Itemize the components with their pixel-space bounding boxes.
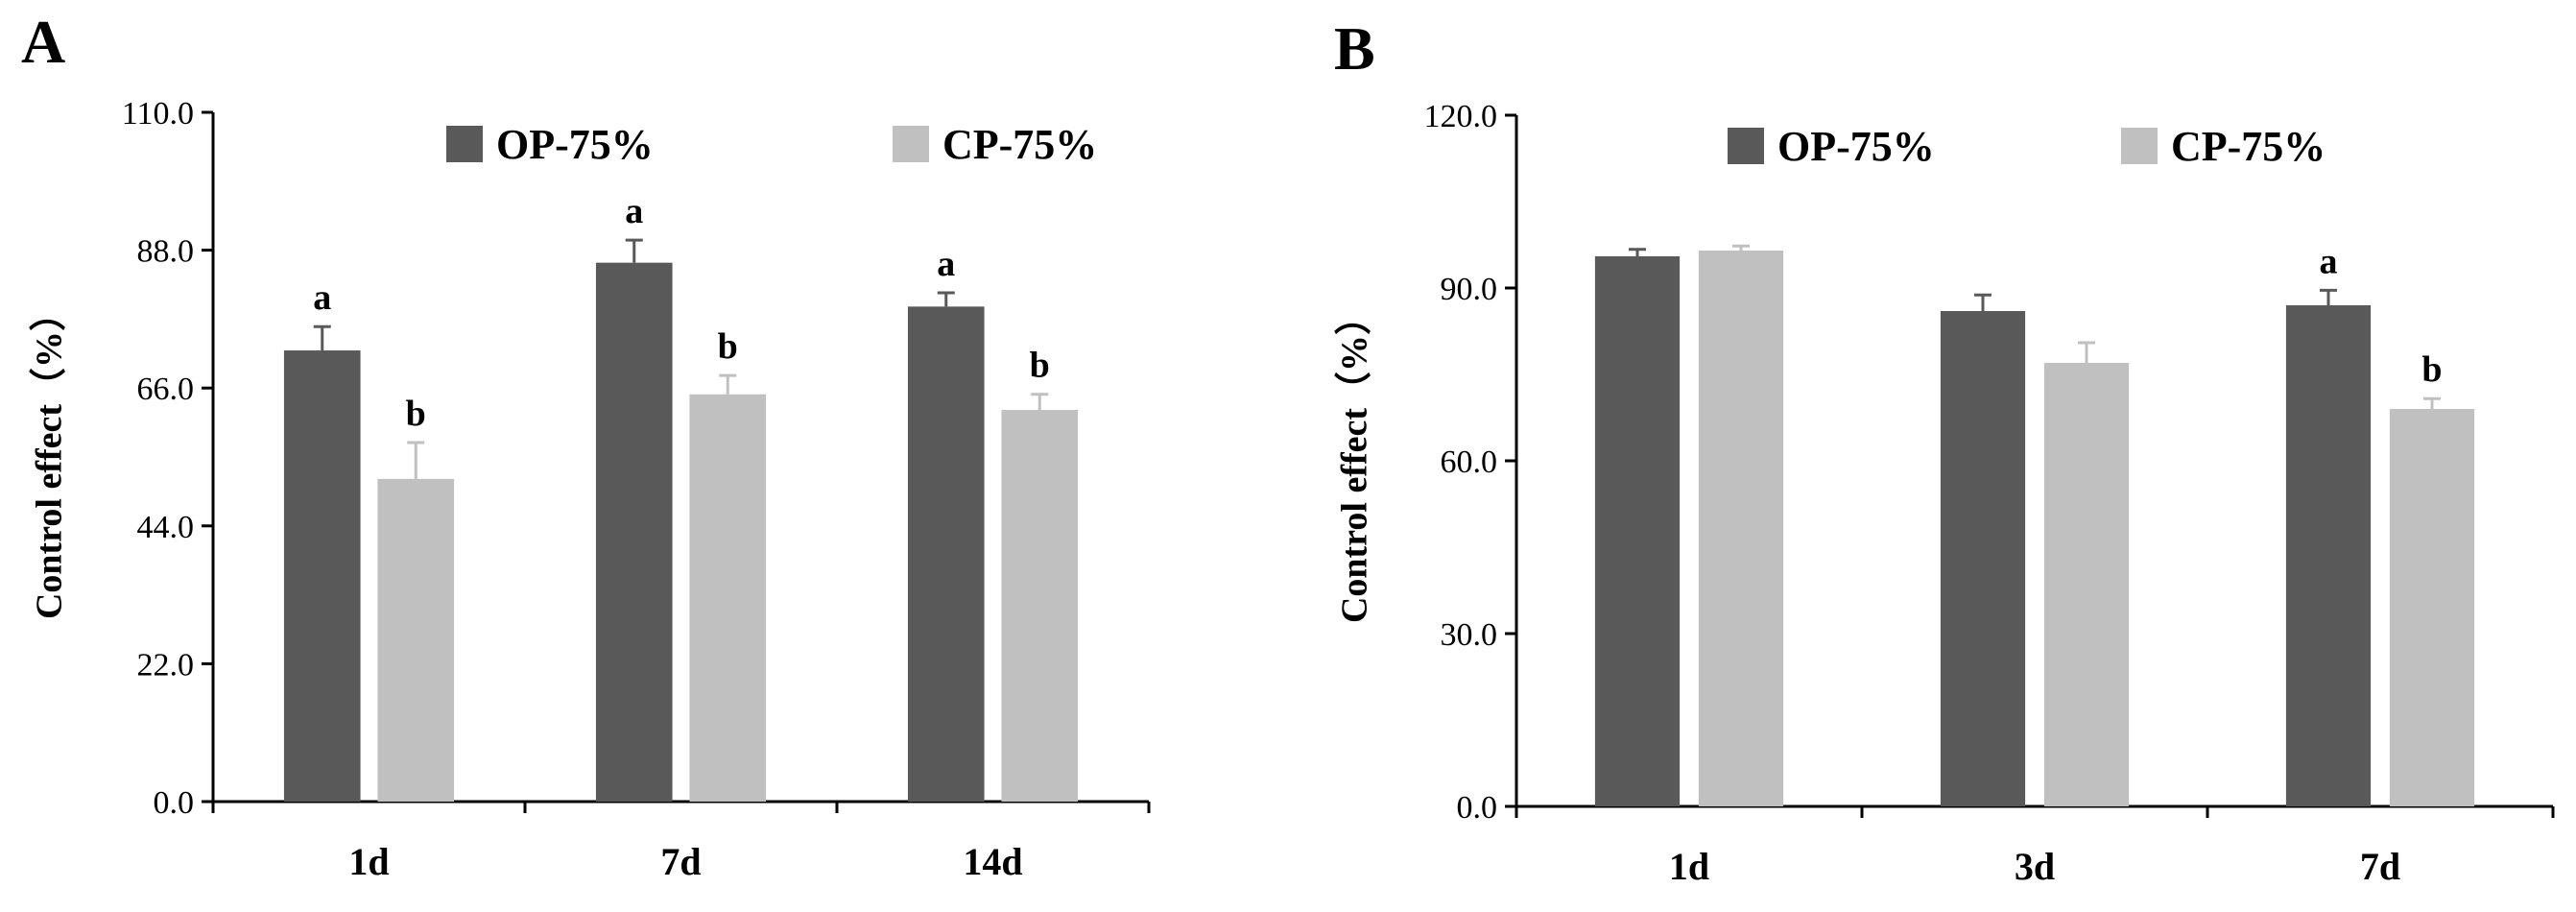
panel-letter: B: [1334, 14, 1375, 83]
bar-op-75-: [1594, 256, 1681, 806]
x-category-label: 3d: [2015, 845, 2055, 888]
y-tick-label: 22.0: [137, 647, 195, 683]
significance-label: a: [625, 191, 643, 231]
significance-label: a: [2320, 241, 2338, 281]
bar-op-75-: [283, 350, 361, 802]
y-tick-label: 88.0: [137, 234, 195, 270]
y-axis-label: Control effect（%）: [1335, 299, 1375, 623]
x-category-label: 7d: [2360, 845, 2400, 888]
bar-cp-75-: [1001, 410, 1079, 802]
significance-label: b: [2421, 349, 2442, 390]
panel-b: B 0.0 30.0 60.0 90.0 120.0 1d 3d 7d a b Control eff…: [1334, 14, 2555, 888]
panel-a: A 0.0 22.0 44.0 66.0 88.0 110.0 1d a b 7d a b 14d a b Co…: [21, 8, 1151, 883]
y-tick-label: 120.0: [1424, 99, 1498, 134]
x-category-label: 7d: [660, 840, 701, 883]
bar-op-75-: [907, 306, 985, 802]
legend-swatch: [2121, 128, 2158, 164]
legend-swatch: [1728, 128, 1764, 164]
legend-label: CP-75%: [942, 121, 1097, 168]
panel-letter: A: [21, 8, 65, 76]
legend-swatch: [893, 126, 929, 162]
significance-label: a: [937, 244, 955, 284]
significance-label: b: [718, 326, 738, 367]
y-tick-label: 110.0: [122, 96, 194, 132]
y-tick-label: 0.0: [154, 785, 195, 821]
y-tick-label: 44.0: [137, 510, 195, 545]
y-tick-label: 90.0: [1441, 272, 1498, 307]
bar-cp-75-: [2389, 409, 2475, 806]
legend-label: OP-75%: [496, 121, 654, 168]
x-category-label: 1d: [348, 840, 389, 883]
y-tick-label: 60.0: [1441, 444, 1498, 480]
bar-cp-75-: [377, 478, 455, 802]
significance-label: b: [1030, 346, 1050, 386]
x-category-label: 1d: [1669, 845, 1709, 888]
x-category-label: 14d: [963, 840, 1022, 883]
significance-label: a: [313, 277, 331, 318]
legend-swatch: [446, 126, 483, 162]
y-tick-label: 30.0: [1441, 617, 1498, 653]
bar-op-75-: [595, 262, 673, 802]
bar-cp-75-: [2043, 363, 2130, 806]
bar-op-75-: [1940, 311, 2026, 806]
y-axis-label: Control effect（%）: [30, 295, 70, 619]
bar-cp-75-: [1698, 251, 1784, 806]
y-tick-label: 0.0: [1457, 790, 1498, 826]
legend-label: CP-75%: [2171, 123, 2326, 170]
bar-op-75-: [2285, 305, 2372, 806]
legend-label: OP-75%: [1777, 123, 1935, 170]
y-tick-label: 66.0: [137, 372, 195, 407]
significance-label: b: [406, 394, 426, 434]
bar-cp-75-: [689, 394, 767, 802]
